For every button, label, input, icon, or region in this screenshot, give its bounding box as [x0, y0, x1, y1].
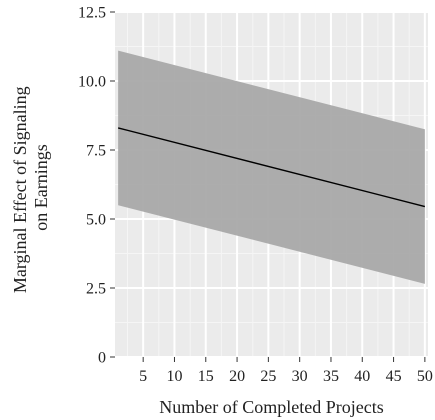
tick-labels: 5 10 15 20 25 30 35 40 45 50 0 2.5 5.0 7.5 10.0 12.5 [78, 5, 433, 386]
y-axis-title-line-1: Marginal Effect of Signaling [10, 86, 30, 293]
x-tick-label: 35 [323, 368, 339, 385]
y-axis-title-line-2: on Earnings [31, 144, 51, 230]
y-tick-label: 12.5 [78, 5, 106, 22]
fitted-line [117, 127, 426, 208]
x-tick-label: 25 [260, 368, 276, 385]
x-tick-label: 40 [354, 368, 370, 385]
x-tick-label: 45 [386, 368, 402, 385]
y-tick-label: 0 [98, 350, 106, 367]
y-tick-label: 2.5 [86, 281, 106, 298]
x-tick-label: 20 [229, 368, 245, 385]
axis-ticks [110, 11, 426, 362]
x-tick-label: 10 [166, 368, 182, 385]
x-tick-label: 30 [292, 368, 308, 385]
y-axis-title: Marginal Effect of Signaling on Earnings [10, 82, 51, 293]
x-axis-title: Number of Completed Projects [159, 397, 383, 417]
line-layer [117, 127, 426, 208]
y-tick-label: 10.0 [78, 74, 106, 91]
x-tick-label: 50 [417, 368, 433, 385]
y-tick-label: 5.0 [86, 212, 106, 229]
x-tick-label: 15 [198, 368, 214, 385]
x-tick-label: 5 [139, 368, 147, 385]
y-tick-label: 7.5 [86, 143, 106, 160]
